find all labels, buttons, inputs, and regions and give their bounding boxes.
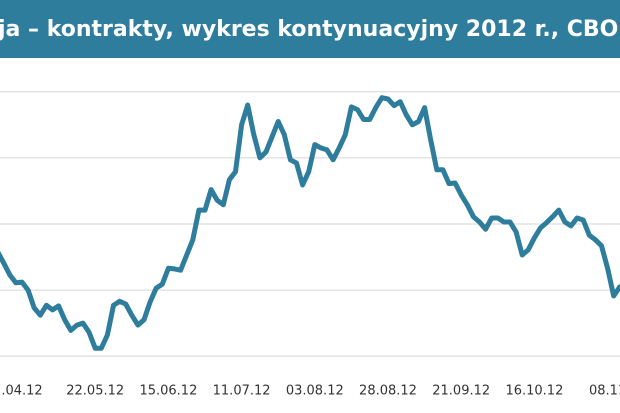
- chart-title: ja – kontrakty, wykres kontynuacyjny 201…: [0, 17, 618, 42]
- x-tick-label: .04.12: [1, 384, 42, 399]
- x-tick-label: 15.06.12: [139, 384, 197, 399]
- title-bar: [0, 0, 620, 58]
- x-tick-label: 16.10.12: [505, 384, 563, 399]
- x-tick-label: 28.08.12: [359, 384, 417, 399]
- x-tick-label: 22.05.12: [66, 384, 124, 399]
- x-tick-label: 21.09.12: [432, 384, 490, 399]
- x-tick-label: 11.07.12: [213, 384, 271, 399]
- data-line: [0, 95, 620, 351]
- x-tick-label: 08.11: [589, 384, 620, 399]
- x-tick-label: 03.08.12: [286, 384, 344, 399]
